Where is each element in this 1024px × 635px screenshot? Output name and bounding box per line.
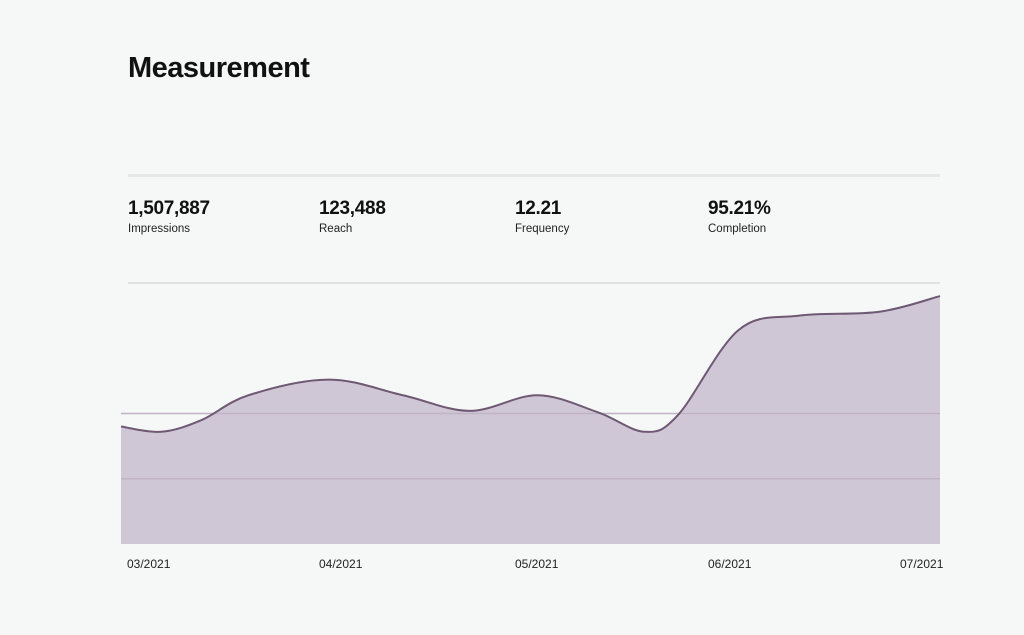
metric-label: Impressions [128, 223, 190, 235]
x-tick-label: 03/2021 [127, 557, 171, 571]
x-tick-label: 06/2021 [708, 557, 752, 571]
metric-value: 123,488 [319, 198, 386, 219]
metric-completion: 95.21% Completion [708, 198, 771, 235]
metric-value: 95.21% [708, 198, 771, 219]
x-tick-label: 04/2021 [319, 557, 363, 571]
divider [128, 174, 940, 177]
series-line [120, 295, 941, 433]
metric-value: 12.21 [515, 198, 562, 219]
x-tick-label: 05/2021 [515, 557, 559, 571]
metric-label: Frequency [515, 223, 570, 235]
metric-frequency: 12.21 Frequency [515, 198, 569, 235]
metric-label: Reach [319, 223, 353, 235]
metric-label: Completion [708, 223, 767, 235]
metric-reach: 123,488 Reach [319, 198, 386, 235]
x-tick-label: 07/2021 [900, 557, 944, 571]
metric-value: 1,507,887 [128, 198, 210, 219]
area-fill [121, 296, 940, 544]
metric-impressions: 1,507,887 Impressions [128, 198, 210, 235]
page-title: Measurement [128, 52, 310, 84]
